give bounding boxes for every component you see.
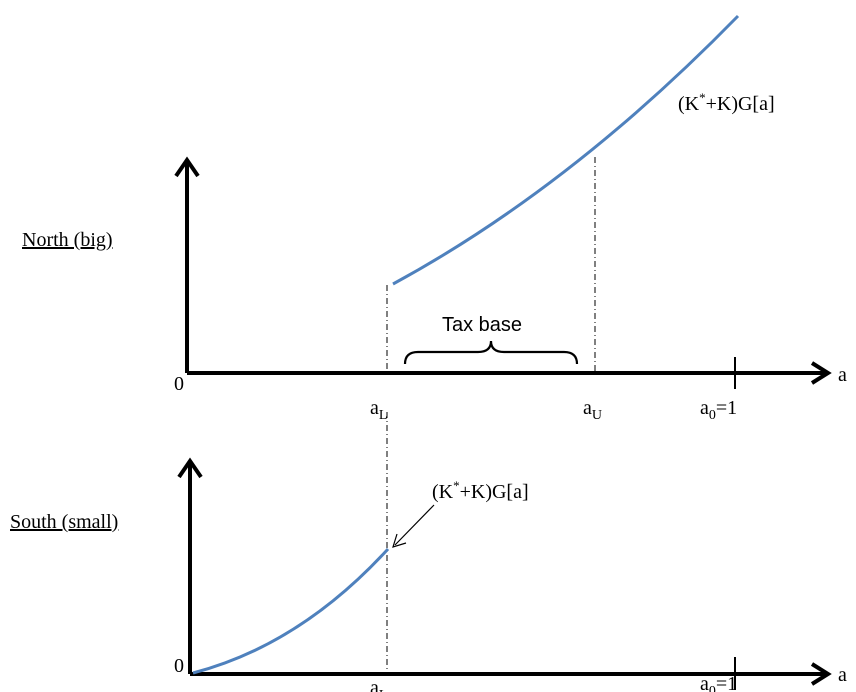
south-curve-label: (K*+K)G[a] bbox=[432, 478, 529, 503]
south-curve-pointer-head bbox=[392, 533, 407, 548]
north-tick-aU-label: aU bbox=[583, 397, 602, 423]
south-tick-a0-label: a0=1 bbox=[700, 673, 737, 692]
south-title: South (small) bbox=[10, 511, 118, 533]
north-y-axis-arrow bbox=[174, 156, 200, 178]
north-tick-aL-label: aL bbox=[370, 397, 387, 423]
south-curve-pointer bbox=[394, 504, 435, 546]
south-curve bbox=[192, 547, 390, 675]
north-axis-label: a bbox=[838, 364, 847, 386]
north-tax-base-brace bbox=[403, 340, 579, 365]
north-tick-a0-label: a0=1 bbox=[700, 397, 737, 423]
north-title: North (big) bbox=[22, 229, 113, 251]
south-axis-label: a bbox=[838, 664, 847, 686]
south-origin-label: 0 bbox=[174, 655, 184, 677]
north-x-axis-arrow bbox=[810, 361, 832, 385]
south-y-axis-arrow bbox=[177, 457, 203, 479]
north-panel: North (big) 0 a aL aU a0=1 (K*+K)G[a] bbox=[22, 14, 847, 423]
south-x-axis-arrow bbox=[810, 662, 832, 686]
north-curve-label: (K*+K)G[a] bbox=[678, 90, 775, 115]
north-tax-base-label: Tax base bbox=[442, 314, 522, 336]
north-curve bbox=[392, 14, 740, 286]
south-tick-aL-label: aL bbox=[370, 677, 387, 692]
south-panel: South (small) 0 a aL a0=1 (K*+K)G[a] bbox=[10, 412, 847, 692]
north-origin-label: 0 bbox=[174, 373, 184, 395]
